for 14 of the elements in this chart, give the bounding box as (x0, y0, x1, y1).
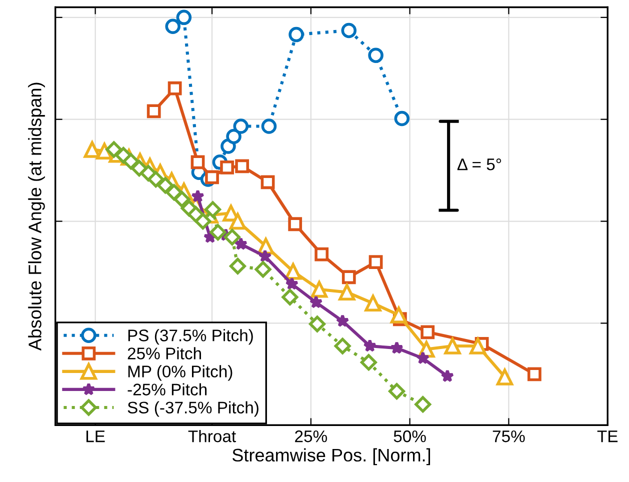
x-axis-title: Streamwise Pos. [Norm.] (232, 448, 430, 466)
legend-label: SS (-37.5% Pitch) (128, 401, 258, 417)
x-tick-label: 75% (492, 430, 525, 442)
x-tick-label: 25% (295, 430, 327, 442)
annotation: Δ = 5° (457, 158, 502, 170)
x-tick-label: Throat (188, 430, 236, 442)
x-tick-label: TE (597, 430, 618, 442)
y-axis-title: Absolute Flow Angle (at midspan) (28, 82, 45, 351)
x-tick-label: LE (86, 430, 105, 442)
legend-label: 25% Pitch (128, 347, 201, 360)
legend-label: -25% Pitch (128, 383, 207, 396)
x-tick-label: 50% (394, 430, 426, 442)
legend-label: MP (0% Pitch) (128, 365, 232, 381)
legend-label: PS (37.5% Pitch) (128, 329, 253, 345)
